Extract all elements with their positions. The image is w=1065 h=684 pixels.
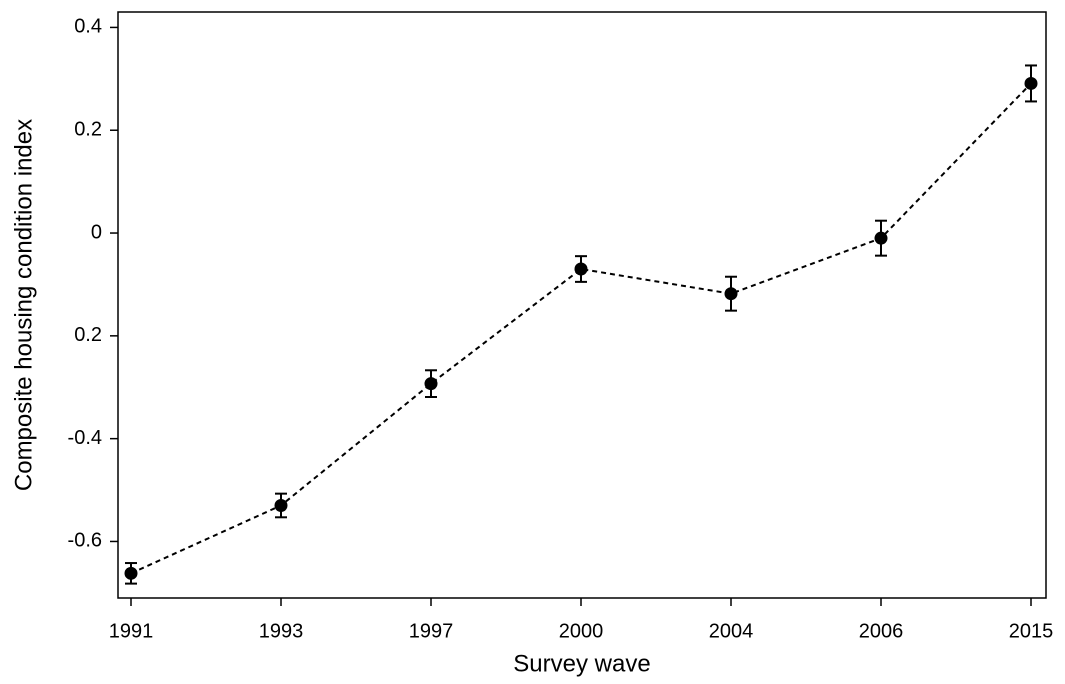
point [574, 262, 588, 276]
y-tick-label: 0.2 [74, 119, 102, 141]
y-tick-label: 0.2 [74, 324, 102, 346]
x-tick-label: 2004 [709, 620, 754, 642]
x-tick-label: 2015 [1009, 620, 1054, 642]
point [274, 498, 288, 512]
y-tick-label: -0.4 [68, 427, 102, 449]
x-tick-label: 2006 [859, 620, 904, 642]
y-tick-label: -0.6 [68, 530, 102, 552]
y-tick-label: 0 [91, 221, 102, 243]
x-tick-label: 1993 [259, 620, 304, 642]
plot-frame [117, 11, 1047, 599]
x-axis-title: Survey wave [513, 650, 650, 677]
x-tick-label: 2000 [559, 620, 604, 642]
point [724, 287, 738, 301]
point [874, 231, 888, 245]
data-line [130, 82, 1032, 575]
y-axis-title: Composite housing condition index [10, 119, 37, 491]
point [424, 377, 438, 391]
point [124, 566, 138, 580]
point [1024, 76, 1038, 90]
x-tick-label: 1991 [109, 620, 154, 642]
y-tick-label: 0.4 [74, 16, 102, 38]
x-tick-label: 1997 [409, 620, 454, 642]
